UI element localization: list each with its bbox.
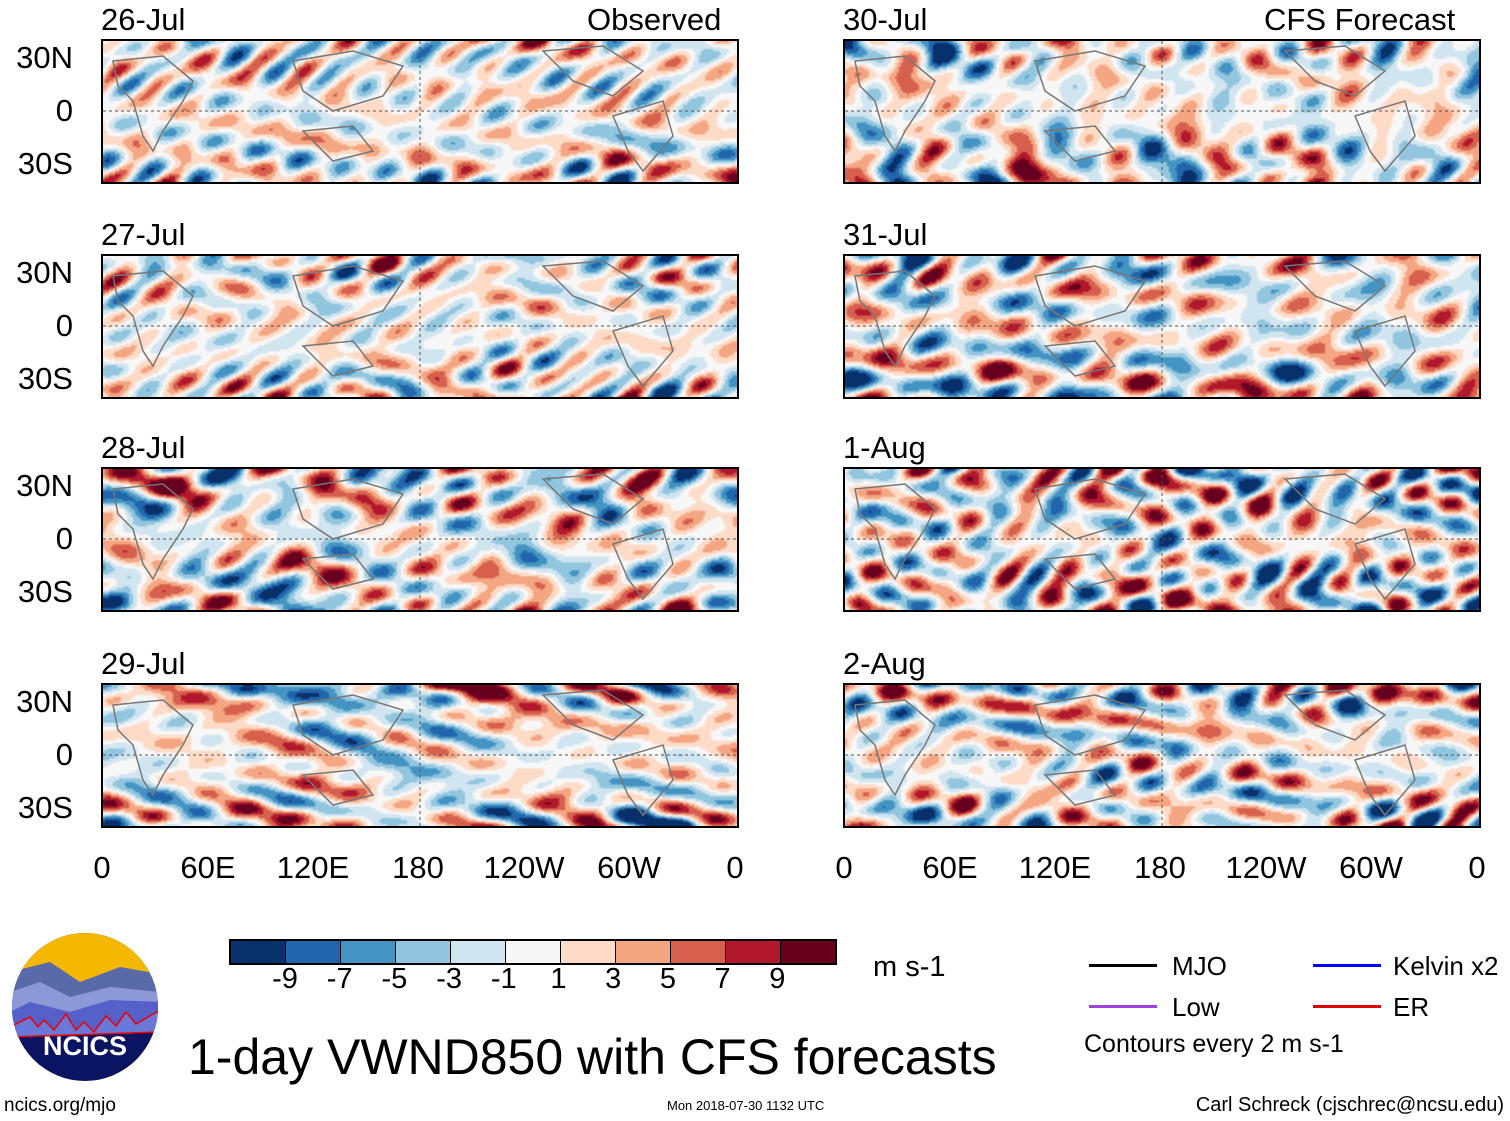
- figure-title: 1-day VWND850 with CFS forecasts: [188, 1029, 997, 1085]
- map-panel: [843, 254, 1481, 399]
- coastlines: [845, 41, 1479, 182]
- colorbar-swatch: [506, 941, 561, 963]
- colorbar-label: -5: [381, 963, 408, 995]
- y-tick-label: 30N: [16, 40, 73, 75]
- map-panel: [843, 39, 1481, 184]
- x-tick-label: 180: [392, 850, 444, 885]
- x-tick-label: 120E: [276, 850, 350, 885]
- y-tick-label: 0: [55, 737, 73, 772]
- colorbar-swatch: [561, 941, 616, 963]
- y-tick-label: 0: [55, 521, 73, 556]
- colorbar-label: -3: [436, 963, 462, 995]
- legend-kelvin-line: [1313, 964, 1381, 967]
- y-tick-label: 30N: [16, 468, 73, 503]
- map-panel: [101, 254, 739, 399]
- colorbar-swatch: [231, 941, 286, 963]
- legend-mjo-line: [1089, 964, 1157, 967]
- panel-date: 29-Jul: [101, 646, 186, 681]
- colorbar-swatch: [451, 941, 506, 963]
- panel-date: 26-Jul: [101, 2, 186, 37]
- colorbar-swatch: [341, 941, 396, 963]
- colorbar-swatch: [286, 941, 341, 963]
- x-tick-label: 0: [1468, 850, 1486, 885]
- colorbar-label: -1: [490, 963, 517, 995]
- x-tick-label: 120E: [1018, 850, 1092, 885]
- legend-kelvin: Kelvin x2: [1393, 951, 1499, 981]
- colorbar-swatch: [616, 941, 671, 963]
- x-tick-label: 60E: [922, 850, 978, 885]
- x-tick-label: 60W: [597, 850, 661, 885]
- colorbar-label: 7: [714, 963, 731, 995]
- colorbar-label: 5: [659, 963, 676, 995]
- colorbar: [229, 939, 837, 965]
- map-panel: [101, 683, 739, 828]
- observed-label: Observed: [587, 2, 722, 37]
- footer-timestamp: Mon 2018-07-30 1132 UTC: [667, 1098, 825, 1113]
- colorbar-swatch: [726, 941, 781, 963]
- panel-date: 2-Aug: [843, 646, 926, 681]
- coastlines: [845, 469, 1479, 610]
- y-tick-label: 30S: [17, 146, 73, 181]
- colorbar-swatch: [781, 941, 835, 963]
- colorbar-units: m s-1: [873, 951, 946, 983]
- coastlines: [103, 685, 737, 826]
- legend-mjo: MJO: [1172, 951, 1227, 981]
- y-tick-label: 30N: [16, 255, 73, 290]
- y-tick-label: 30S: [17, 790, 73, 825]
- colorbar-swatch: [396, 941, 451, 963]
- map-panel: [843, 467, 1481, 612]
- x-tick-label: 0: [835, 850, 853, 885]
- panel-date: 27-Jul: [101, 217, 186, 252]
- coastlines: [103, 469, 737, 610]
- coastlines: [103, 256, 737, 397]
- y-tick-label: 30N: [16, 684, 73, 719]
- coastlines: [845, 256, 1479, 397]
- colorbar-swatch: [671, 941, 726, 963]
- x-tick-label: 60W: [1339, 850, 1403, 885]
- legend-low-line: [1089, 1005, 1157, 1008]
- coastlines: [845, 685, 1479, 826]
- y-tick-label: 30S: [17, 361, 73, 396]
- panel-date: 30-Jul: [843, 2, 928, 37]
- x-tick-label: 60E: [180, 850, 236, 885]
- map-panel: [101, 467, 739, 612]
- map-panel: [843, 683, 1481, 828]
- ncics-logo: NCICS: [12, 933, 158, 1081]
- legend-er-line: [1313, 1005, 1381, 1008]
- panel-date: 1-Aug: [843, 430, 926, 465]
- footer-credit: Carl Schreck (cjschrec@ncsu.edu): [1195, 1094, 1504, 1116]
- panel-date: 31-Jul: [843, 217, 928, 252]
- footer-url[interactable]: ncics.org/mjo: [4, 1095, 116, 1116]
- colorbar-label: 3: [605, 963, 622, 995]
- x-tick-label: 120W: [1225, 850, 1307, 885]
- x-tick-label: 0: [93, 850, 111, 885]
- x-tick-label: 120W: [483, 850, 565, 885]
- colorbar-label: 1: [550, 963, 567, 995]
- y-tick-label: 30S: [17, 574, 73, 609]
- logo-text: NCICS: [43, 1031, 127, 1061]
- colorbar-label: 9: [769, 963, 786, 995]
- contour-note: Contours every 2 m s-1: [1084, 1030, 1344, 1058]
- colorbar-label: -7: [326, 963, 353, 995]
- panel-date: 28-Jul: [101, 430, 186, 465]
- y-tick-label: 0: [55, 93, 73, 128]
- y-tick-label: 0: [55, 308, 73, 343]
- x-tick-label: 0: [726, 850, 744, 885]
- legend-er: ER: [1393, 992, 1430, 1022]
- legend-low: Low: [1172, 992, 1220, 1022]
- forecast-label: CFS Forecast: [1264, 2, 1456, 37]
- map-panel: [101, 39, 739, 184]
- coastlines: [103, 41, 737, 182]
- colorbar-label: -9: [272, 963, 298, 995]
- x-tick-label: 180: [1134, 850, 1186, 885]
